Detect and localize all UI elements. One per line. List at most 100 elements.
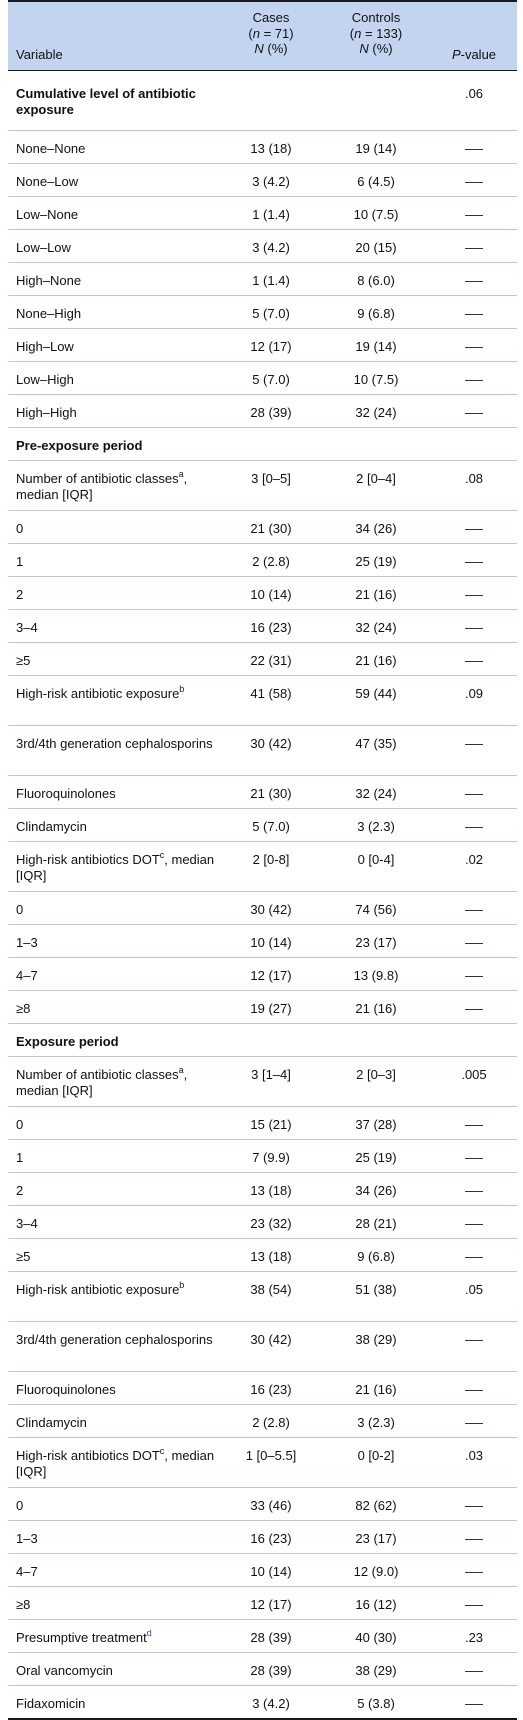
table-row: 2 10 (14) 21 (16) [8, 577, 517, 610]
em-dash-mark [465, 943, 483, 945]
variable-cell: Oral vancomycin [16, 1663, 113, 1678]
cases-cell: 3 [0–5] [251, 471, 291, 486]
controls-cell: 32 (24) [355, 620, 397, 635]
pvalue-cell: .03 [464, 1448, 484, 1463]
variable-cell: High-risk antibiotics DOTc, median [IQR] [16, 1445, 215, 1479]
pvalue-dash [436, 786, 512, 802]
cases-cell: 15 (21) [250, 1117, 292, 1132]
controls-cell: 74 (56) [355, 902, 397, 917]
table-row: 1–3 16 (23) 23 (17) [8, 1521, 517, 1554]
variable-cell: 2 [16, 587, 24, 602]
header-pvalue: P-value [451, 46, 497, 62]
cases-cell: 1 (1.4) [252, 207, 290, 222]
cases-cell: 2 [0-8] [252, 852, 290, 867]
controls-cell: 10 (7.5) [353, 207, 399, 222]
controls-cell: 6 (4.5) [357, 174, 395, 189]
top-rule [8, 0, 517, 2]
table-row: Low–Low 3 (4.2) 20 (15) [8, 230, 517, 263]
em-dash-mark [465, 1224, 483, 1226]
controls-cell: 28 (21) [355, 1216, 397, 1231]
variable-cell: None–High [16, 306, 82, 321]
variable-cell: High-risk antibiotic exposureb [16, 1279, 185, 1297]
pvalue-cell: .09 [464, 686, 484, 701]
table-row: Clindamycin 5 (7.0) 3 (2.3) [8, 809, 517, 842]
variable-cell: Fluoroquinolones [16, 1382, 116, 1397]
em-dash-mark [465, 1125, 483, 1127]
em-dash-mark [465, 744, 483, 746]
table-row: 0 21 (30) 34 (26) [8, 511, 517, 544]
controls-cell: 12 (9.0) [353, 1564, 399, 1579]
pvalue-dash [436, 405, 512, 421]
variable-cell: 0 [16, 902, 24, 917]
table-row: Number of antibiotic classesa, median [I… [8, 461, 517, 511]
data-table: Variable Cases (n = 71) N (%) Controls (… [8, 0, 517, 1720]
cases-cell: 12 (17) [250, 968, 292, 983]
controls-cell: 25 (19) [355, 1150, 397, 1165]
em-dash-mark [465, 1539, 483, 1541]
controls-cell: 37 (28) [355, 1117, 397, 1132]
pvalue-cell: .05 [464, 1282, 484, 1297]
table-row: 1 2 (2.8) 25 (19) [8, 544, 517, 577]
variable-cell: 4–7 [16, 968, 38, 983]
controls-cell: 9 (6.8) [357, 306, 395, 321]
table-row: 1–3 10 (14) 23 (17) [8, 925, 517, 958]
controls-cell: 40 (30) [355, 1630, 397, 1645]
controls-cell: 21 (16) [355, 1382, 397, 1397]
pvalue-cell: .06 [464, 86, 484, 101]
cases-cell: 30 (42) [250, 1332, 292, 1347]
section-row: Exposure period [8, 1024, 517, 1057]
pvalue-dash [436, 1382, 512, 1398]
variable-cell: Low–None [16, 207, 79, 222]
controls-cell: 34 (26) [355, 1183, 397, 1198]
pvalue-dash [436, 1117, 512, 1133]
variable-cell: Presumptive treatmentd [16, 1627, 152, 1645]
table-row: Number of antibiotic classesa, median [I… [8, 1057, 517, 1107]
controls-cell: 34 (26) [355, 521, 397, 536]
variable-cell: High-risk antibiotic exposureb [16, 683, 185, 701]
controls-cell: 8 (6.0) [357, 273, 395, 288]
em-dash-mark [465, 1009, 483, 1011]
em-dash-mark [465, 1605, 483, 1607]
cases-cell: 3 (4.2) [252, 174, 290, 189]
pvalue-dash [436, 1183, 512, 1199]
controls-cell: 25 (19) [355, 554, 397, 569]
variable-cell: 0 [16, 1117, 24, 1132]
header-cases: Cases (n = 71) N (%) [226, 10, 316, 57]
table-row: ≥5 13 (18) 9 (6.8) [8, 1239, 517, 1272]
controls-cell: 38 (29) [355, 1332, 397, 1347]
header-cases-stat: N (%) [254, 41, 288, 56]
pvalue-dash [436, 207, 512, 223]
em-dash-mark [465, 1158, 483, 1160]
controls-cell: 3 (2.3) [357, 819, 395, 834]
controls-cell: 32 (24) [355, 786, 397, 801]
pvalue-dash [436, 174, 512, 190]
controls-cell: 0 [0-2] [357, 1448, 395, 1463]
controls-cell: 32 (24) [355, 405, 397, 420]
cases-cell: 30 (42) [250, 736, 292, 751]
variable-cell: ≥8 [16, 1597, 31, 1612]
header-controls-n: (n = 133) [349, 25, 403, 41]
table-row: High-risk antibiotics DOTc, median [IQR]… [8, 1438, 517, 1488]
pvalue-dash [436, 521, 512, 537]
controls-cell: 13 (9.8) [353, 968, 399, 983]
table-row: ≥8 19 (27) 21 (16) [8, 991, 517, 1024]
em-dash-mark [465, 314, 483, 316]
variable-cell: 3–4 [16, 1216, 38, 1231]
controls-cell: 47 (35) [355, 736, 397, 751]
header-controls: Controls (n = 133) N (%) [326, 10, 426, 57]
cases-cell: 2 (2.8) [252, 1415, 290, 1430]
table-row: 0 33 (46) 82 (62) [8, 1488, 517, 1521]
table-row: Presumptive treatmentd 28 (39) 40 (30) .23 [8, 1620, 517, 1653]
em-dash-mark [465, 281, 483, 283]
em-dash-mark [465, 910, 483, 912]
em-dash-mark [465, 1671, 483, 1673]
cases-cell: 21 (30) [250, 521, 292, 536]
table-row: None–Low 3 (4.2) 6 (4.5) [8, 164, 517, 197]
variable-cell: 1 [16, 554, 24, 569]
controls-cell: 3 (2.3) [357, 1415, 395, 1430]
variable-cell: Clindamycin [16, 819, 87, 834]
variable-cell: 4–7 [16, 1564, 38, 1579]
pvalue-dash [436, 1597, 512, 1613]
controls-cell: 0 [0-4] [357, 852, 395, 867]
cases-cell: 41 (58) [250, 686, 292, 701]
